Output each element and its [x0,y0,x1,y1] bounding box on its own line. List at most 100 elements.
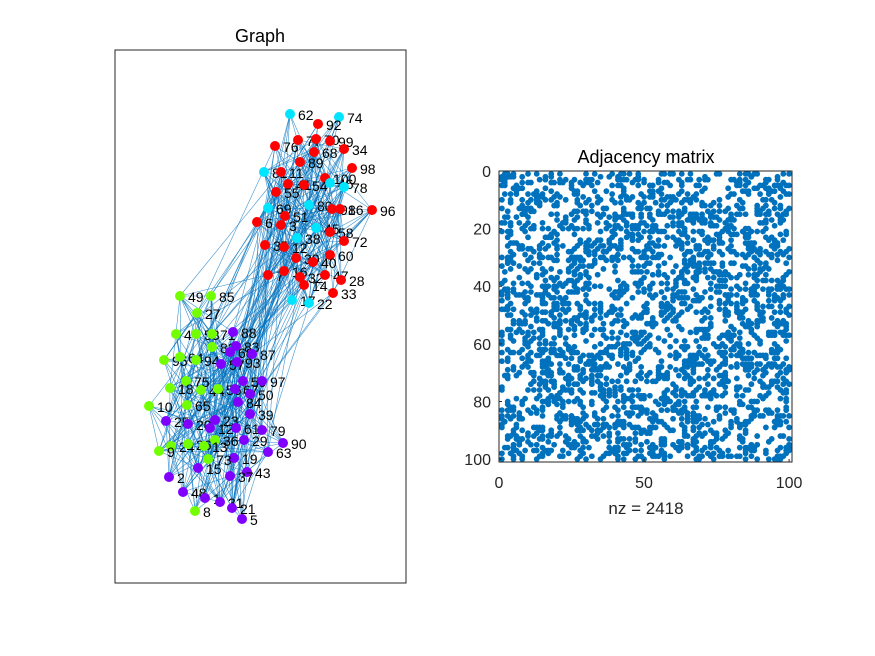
graph-edge [299,161,331,233]
adjacency-marker [649,217,656,223]
adjacency-marker [733,375,740,382]
graph-node [311,223,321,233]
adjacency-marker [783,418,790,425]
adjacency-marker [597,355,604,362]
adjacency-marker [733,231,740,238]
adjacency-marker [597,372,604,379]
adjacency-marker [504,375,511,382]
adjacency-marker [733,274,740,281]
adjacency-marker [609,257,616,264]
graph-edge [187,401,239,425]
adjacency-marker [536,176,543,183]
adjacency-marker [504,294,511,301]
graph-edge [313,151,345,188]
graph-node [271,187,281,197]
adjacency-marker [658,358,665,365]
adjacency-marker [786,424,792,431]
graph-edge [214,439,284,444]
adjacency-marker [626,441,633,448]
adjacency-marker [754,323,761,330]
adjacency-marker [664,407,671,414]
adjacency-marker [562,219,569,226]
graph-edge [214,215,286,421]
adjacency-marker [731,225,737,232]
adjacency-marker [577,320,584,327]
graph-edge [185,380,237,429]
adjacency-marker [728,338,734,344]
adjacency-marker [780,170,787,177]
adjacency-marker [736,286,743,293]
graph-node [278,438,288,448]
adjacency-marker [742,456,749,463]
adjacency-marker [678,182,685,189]
adjacency-marker [760,395,766,402]
adjacency-marker [678,170,685,177]
adjacency-marker [690,378,697,385]
adjacency-marker [522,251,529,258]
graph-node-label: 38 [305,231,321,247]
adjacency-marker [780,237,787,244]
adjacency-marker [542,309,549,316]
adjacency-marker [510,413,517,419]
adjacency-marker [548,173,555,180]
adjacency-marker [565,381,572,388]
graph-edge [170,427,237,447]
adjacency-marker [571,332,578,339]
adjacency-marker [710,450,717,457]
adjacency-marker [528,266,534,272]
adjacency-marker [542,300,549,307]
adjacency-marker [580,450,587,457]
adjacency-marker [704,254,711,261]
adjacency-marker [777,286,784,293]
graph-node-label: 34 [352,142,368,158]
adjacency-marker [565,268,572,275]
adjacency-marker [507,231,514,238]
graph-edge [256,221,293,301]
adjacency-marker [661,211,668,218]
adjacency-marker [699,309,705,316]
adjacency-marker [565,361,572,367]
adjacency-marker [559,225,566,232]
adjacency-marker [548,196,555,203]
adjacency-marker [786,191,792,197]
adjacency-marker [725,430,732,437]
adjacency-marker [548,234,555,241]
adjacency-marker [783,398,790,405]
graph-node [279,242,289,252]
adjacency-marker [748,355,755,362]
adjacency-marker [542,268,549,275]
adjacency-marker [707,202,714,209]
adjacency-marker [533,410,540,416]
graph-node [154,446,164,456]
adjacency-marker [658,289,665,295]
graph-edge [168,404,188,478]
adjacency-marker [522,447,529,454]
adjacency-marker [623,222,630,229]
adjacency-marker [623,176,630,183]
adjacency-marker [722,283,729,290]
adjacency-marker [646,343,653,350]
graph-edge [284,184,305,217]
adjacency-marker [783,355,790,362]
graph-edge [165,420,231,477]
adjacency-marker [629,294,636,301]
adjacency-marker [603,375,610,382]
adjacency-marker [568,389,575,396]
adjacency-marker [600,415,607,422]
adjacency-marker [510,260,517,267]
adjacency-marker [693,447,700,454]
adjacency-marker [777,309,784,316]
adjacency-marker [528,254,534,261]
adjacency-marker [583,291,589,298]
adjacency-marker [736,444,743,451]
adjacency-marker [510,366,517,373]
adjacency-marker [565,300,572,307]
adjacency-marker [606,392,613,399]
adjacency-marker [658,407,665,414]
adjacency-marker [501,277,508,284]
adjacency-marker [739,401,746,408]
adjacency-marker [638,441,645,448]
adjacency-marker [603,188,610,195]
graph-node [183,419,193,429]
adjacency-marker [699,317,705,324]
